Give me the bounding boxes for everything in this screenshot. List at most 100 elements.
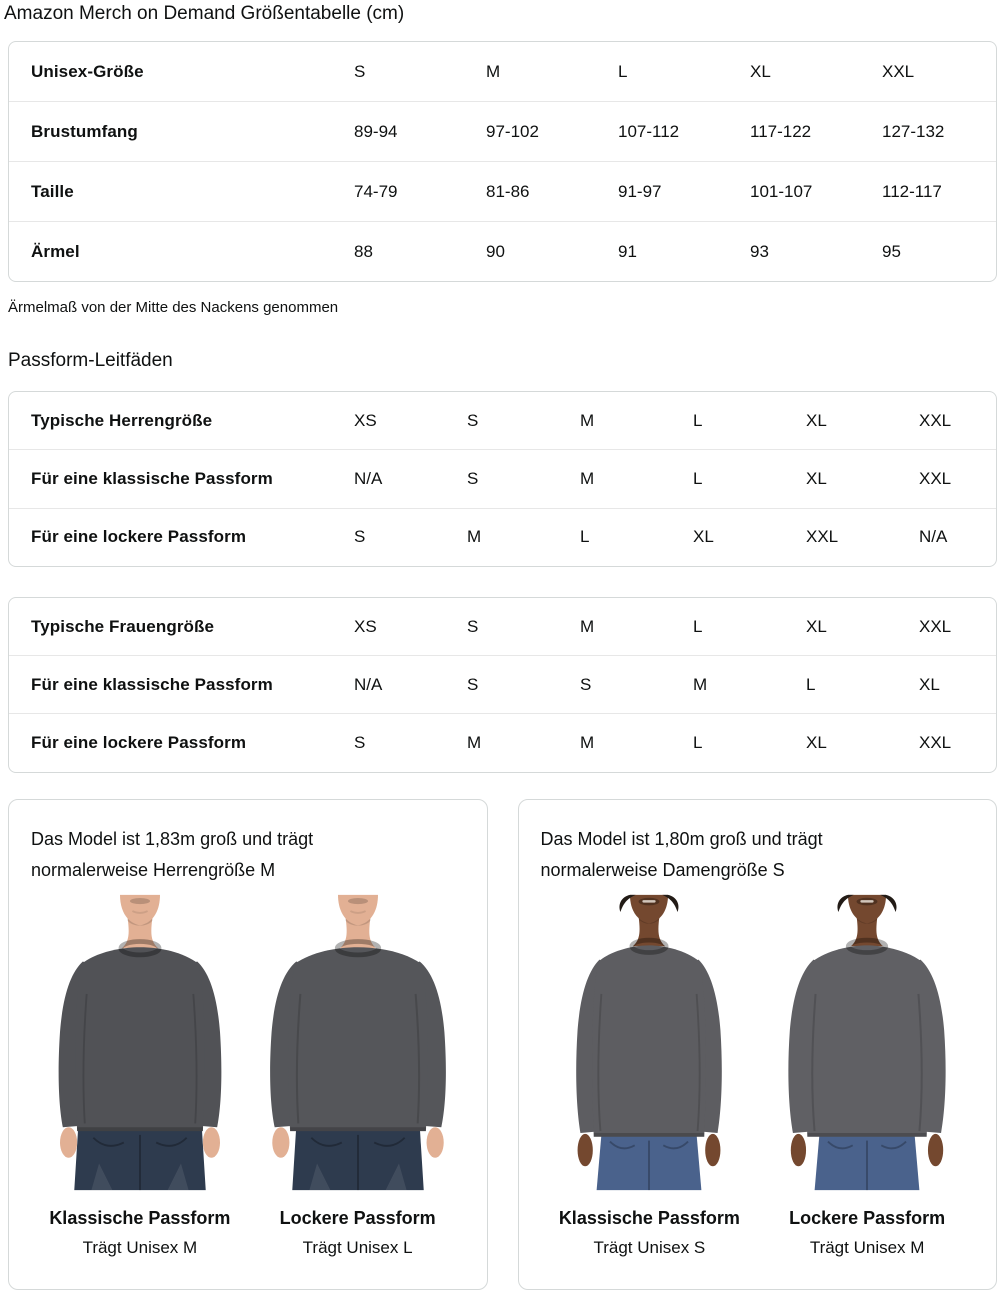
size-cell: S [354,527,366,547]
size-cell: 90 [486,241,505,261]
size-cell: XXL [919,733,952,753]
row-label: Taille [31,181,74,201]
size-cell: S [467,616,479,636]
fit-caption-sub: Trägt Unisex S [593,1237,706,1257]
row-label: Typische Herrengröße [31,410,213,430]
size-cell: S [580,674,592,694]
row-label: Brustumfang [31,121,138,141]
row-label: Für eine lockere Passform [31,733,247,753]
size-cell: 88 [354,241,373,261]
size-cell: 107-112 [618,121,680,141]
fit-caption-title: Lockere Passform [789,1207,946,1228]
size-cell: XXL [919,410,952,430]
size-cell: XL [806,616,827,636]
size-cell: XXL [806,527,839,547]
row-label: Ärmel [31,241,80,261]
women-model-card: Das Model ist 1,80m groß und trägt norma… [517,798,997,1290]
row-label: Für eine lockere Passform [31,527,247,547]
size-cell: XL [693,527,714,547]
size-cell: 112-117 [882,181,942,201]
size-cell: 93 [750,241,769,261]
size-guide-page: Amazon Merch on Demand Größentabelle (cm… [4,2,997,1290]
figure-column: Klassische Passform Trägt Unisex M [31,890,249,1258]
size-cell: 74-79 [354,181,398,201]
size-cell: M [580,468,595,488]
size-cell: N/A [919,527,948,547]
size-cell: S [467,410,479,430]
table-row: Für eine klassische Passform N/A S M L X… [9,449,996,507]
size-cell: XXL [919,468,952,488]
size-cell: L [693,410,703,430]
men-model-card: Das Model ist 1,83m groß und trägt norma… [8,798,488,1290]
size-cell: S [467,468,479,488]
size-cell: N/A [354,468,383,488]
women-fit-table: Typische Frauengröße XS S M L XL XXL Für… [8,596,997,773]
size-cell: XL [919,674,940,694]
fit-guides-heading: Passform-Leitfäden [8,350,173,371]
size-cell: L [693,733,703,753]
size-cell: M [580,733,595,753]
model-photo-woman-classic [549,890,749,1195]
card-header: Das Model ist 1,83m groß und trägt norma… [31,828,314,880]
row-label: Für eine klassische Passform [31,674,273,694]
size-cell: 81-86 [486,181,530,201]
size-cell: M [693,674,708,694]
fit-caption-sub: Trägt Unisex M [809,1237,925,1257]
size-cell: S [354,61,366,81]
fit-caption-title: Klassische Passform [558,1207,740,1228]
table-row: Taille 74-79 81-86 91-97 101-107 112-117 [9,161,996,221]
sleeve-measure-note: Ärmelmaß von der Mitte des Nackens genom… [8,299,339,316]
size-cell: 117-122 [750,121,812,141]
size-cell: M [580,410,595,430]
table-row: Typische Frauengröße XS S M L XL XXL [9,598,996,655]
size-cell: XL [806,468,827,488]
size-cell: XXL [882,61,915,81]
fit-caption-sub: Trägt Unisex M [82,1237,198,1257]
size-cell: XL [806,410,827,430]
figure-column: Lockere Passform Trägt Unisex M [758,890,976,1258]
size-cell: 97-102 [486,121,539,141]
size-cell: 91 [618,241,637,261]
size-cell: N/A [354,674,383,694]
table-row: Für eine lockere Passform S M L XL XXL N… [9,507,996,566]
model-photo-man-classic [40,890,240,1195]
size-cell: S [467,674,479,694]
page-title: Amazon Merch on Demand Größentabelle (cm… [4,3,405,24]
model-cards: Das Model ist 1,83m groß und trägt norma… [8,798,997,1290]
size-cell: XS [354,616,377,636]
unisex-size-table: Unisex-Größe S M L XL XXL Brustumfang 89… [8,41,997,282]
row-label: Unisex-Größe [31,61,144,81]
size-cell: XL [806,733,827,753]
size-cell: M [467,527,482,547]
size-cell: L [618,61,628,81]
table-row: Unisex-Größe S M L XL XXL [9,42,996,101]
table-row: Für eine klassische Passform N/A S S M L… [9,655,996,713]
model-photo-woman-loose [767,890,967,1195]
size-cell: L [693,616,703,636]
row-label: Typische Frauengröße [31,616,215,636]
table-row: Typische Herrengröße XS S M L XL XXL [9,392,996,449]
size-cell: M [467,733,482,753]
men-fit-table: Typische Herrengröße XS S M L XL XXL Für… [8,391,997,567]
figure-row: Klassische Passform Trägt Unisex S Locke… [541,890,977,1258]
size-cell: XL [750,61,771,81]
fit-caption-sub: Trägt Unisex L [302,1237,413,1257]
figure-row: Klassische Passform Trägt Unisex M Locke… [31,890,467,1258]
fit-caption-title: Klassische Passform [49,1207,231,1228]
row-label: Für eine klassische Passform [31,468,273,488]
size-cell: 95 [882,241,901,261]
size-cell: L [806,674,816,694]
figure-column: Lockere Passform Trägt Unisex L [249,890,467,1258]
table-row: Für eine lockere Passform S M M L XL XXL [9,713,996,771]
size-cell: XXL [919,616,952,636]
size-cell: 89-94 [354,121,398,141]
size-cell: 127-132 [882,121,945,141]
size-cell: XS [354,410,377,430]
card-header: Das Model ist 1,80m groß und trägt norma… [540,828,823,880]
table-row: Ärmel 88 90 91 93 95 [9,221,996,281]
size-cell: M [580,616,595,636]
size-cell: L [693,468,703,488]
size-cell: M [486,61,501,81]
figure-column: Klassische Passform Trägt Unisex S [541,890,759,1258]
fit-caption-title: Lockere Passform [279,1207,436,1228]
